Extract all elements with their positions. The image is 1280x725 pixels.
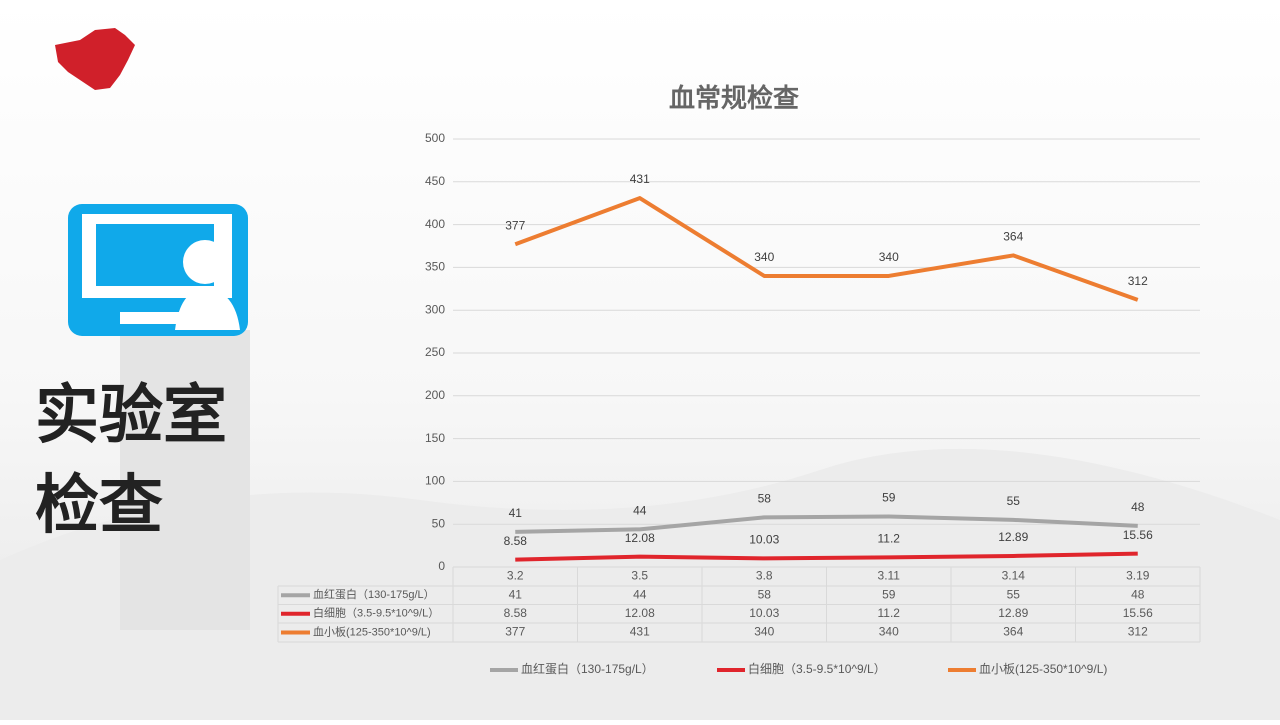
table-cell: 364 <box>1003 625 1023 639</box>
data-label: 8.58 <box>504 534 528 548</box>
map-icon <box>55 28 135 90</box>
data-label: 11.2 <box>878 532 901 546</box>
data-label: 59 <box>882 491 896 505</box>
data-label: 340 <box>754 250 774 264</box>
table-row-label: 白细胞（3.5-9.5*10^9/L） <box>313 606 439 620</box>
data-label: 431 <box>630 172 650 186</box>
y-tick-label: 500 <box>425 131 445 145</box>
table-cell: 41 <box>509 587 523 601</box>
chart-title: 血常规检查 <box>669 83 799 113</box>
data-label: 377 <box>505 218 525 232</box>
y-tick-label: 300 <box>425 302 445 316</box>
wall-tower <box>120 330 250 630</box>
series-line <box>514 196 1139 302</box>
side-title: 检查 <box>35 469 163 541</box>
data-label: 58 <box>758 492 772 506</box>
table-cell: 59 <box>882 587 896 601</box>
person-head <box>183 240 227 284</box>
table-cell: 10.03 <box>749 606 779 620</box>
table-cell: 377 <box>505 625 525 639</box>
table-cell: 48 <box>1131 587 1145 601</box>
y-tick-label: 100 <box>425 474 445 488</box>
person-body <box>175 288 240 330</box>
series-line <box>515 514 1138 534</box>
data-label: 10.03 <box>749 533 779 547</box>
y-tick-label: 200 <box>425 388 445 402</box>
table-cell: 12.89 <box>998 606 1028 620</box>
legend-label: 血红蛋白（130-175g/L） <box>521 661 654 676</box>
table-cell: 11.2 <box>878 606 901 620</box>
table-cell: 340 <box>754 625 774 639</box>
table-cell: 431 <box>630 625 650 639</box>
y-tick-label: 0 <box>438 559 445 573</box>
table-cell: 55 <box>1007 587 1021 601</box>
data-label: 48 <box>1131 500 1145 514</box>
y-tick-label: 150 <box>425 431 445 445</box>
data-label: 340 <box>879 250 899 264</box>
data-label: 44 <box>633 504 647 518</box>
x-tick-label: 3.5 <box>631 569 648 583</box>
data-label: 41 <box>509 506 523 520</box>
x-tick-label: 3.8 <box>756 569 773 583</box>
x-tick-label: 3.11 <box>878 569 901 583</box>
y-tick-label: 450 <box>425 174 445 188</box>
table-row-label: 血小板(125-350*10^9/L) <box>313 624 431 638</box>
table-cell: 44 <box>633 587 647 601</box>
y-tick-label: 400 <box>425 217 445 231</box>
table-row-label: 血红蛋白（130-175g/L） <box>313 587 435 601</box>
table-cell: 8.58 <box>504 606 528 620</box>
x-tick-label: 3.2 <box>507 569 524 583</box>
data-label: 15.56 <box>1123 528 1153 542</box>
data-label: 55 <box>1007 494 1021 508</box>
table-cell: 12.08 <box>625 606 655 620</box>
legend-label: 血小板(125-350*10^9/L) <box>979 662 1107 676</box>
y-tick-label: 350 <box>425 260 445 274</box>
legend-label: 白细胞（3.5-9.5*10^9/L） <box>748 661 886 676</box>
table-cell: 312 <box>1128 625 1148 639</box>
series-line <box>515 551 1138 562</box>
y-tick-label: 50 <box>432 516 446 530</box>
data-label: 312 <box>1128 274 1148 288</box>
y-tick-label: 250 <box>425 345 445 359</box>
side-title: 实验室 <box>35 379 227 451</box>
table-cell: 15.56 <box>1123 606 1153 620</box>
table-cell: 58 <box>758 587 772 601</box>
monitor-stand <box>120 312 180 324</box>
data-label: 12.08 <box>625 531 655 545</box>
data-label: 12.89 <box>998 530 1028 544</box>
x-tick-label: 3.19 <box>1126 569 1150 583</box>
x-tick-label: 3.14 <box>1002 569 1026 583</box>
table-cell: 340 <box>879 625 899 639</box>
data-label: 364 <box>1003 230 1023 244</box>
